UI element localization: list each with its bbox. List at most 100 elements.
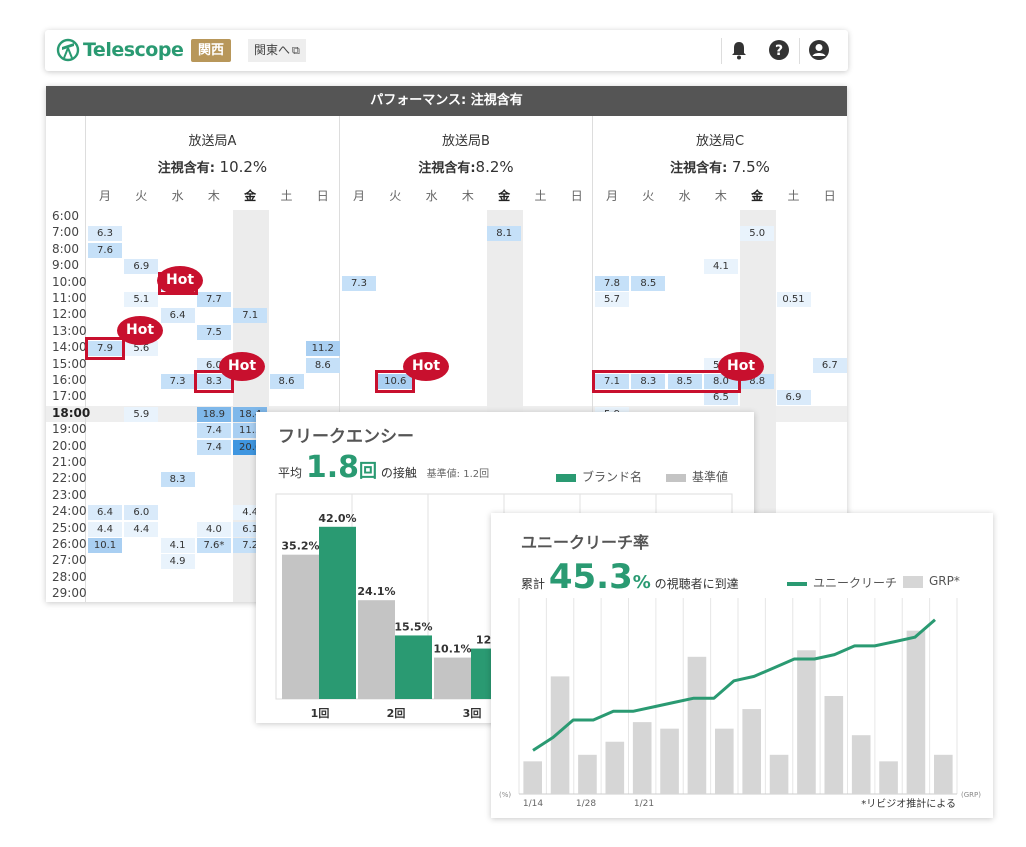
day-label: 火 (389, 189, 402, 203)
station-rate-value: 7.5% (731, 158, 770, 176)
heat-cell[interactable]: 8.5 (667, 374, 702, 389)
hour-label: 21:00 (52, 455, 87, 469)
heat-cell[interactable]: 8.1 (487, 226, 522, 242)
hour-label: 14:00 (52, 340, 87, 355)
grp-bar (605, 741, 625, 794)
heat-cell[interactable]: 8.3 (160, 472, 195, 488)
heat-cell[interactable]: 7.3 (160, 374, 195, 389)
heat-cell[interactable]: 8.6 (305, 357, 340, 373)
heat-cell[interactable]: 4.9 (160, 554, 195, 570)
day-label: 水 (425, 189, 438, 203)
bar-value-label: 10.1% (433, 643, 471, 656)
hour-label: 9:00 (52, 258, 79, 273)
heat-cell[interactable]: 4.0 (196, 521, 231, 537)
svg-text:?: ? (775, 43, 783, 59)
hour-label: 10:00 (52, 274, 87, 289)
station-rate: 注視含有:8.2% (340, 157, 592, 176)
category-label: 1回 (311, 706, 330, 720)
heat-cell[interactable]: 6.4 (88, 505, 122, 521)
frequency-legend-base: 基準値 (666, 468, 728, 485)
bar-brand (395, 635, 432, 699)
grp-bar (715, 728, 734, 794)
heat-cell[interactable]: 6.7 (812, 357, 847, 373)
grp-bar (934, 754, 953, 794)
heat-cell[interactable]: 7.7 (196, 292, 231, 307)
grp-bar (769, 754, 789, 794)
heat-cell[interactable]: 8.3 (631, 374, 666, 389)
legend-brand-label: ブランド名 (582, 470, 643, 484)
station-rate-value: 10.2% (219, 158, 268, 176)
heat-cell[interactable]: 4.4 (124, 521, 159, 537)
station-rate: 注視含有: 10.2% (86, 157, 339, 176)
bell-icon[interactable] (728, 39, 750, 61)
heat-cell[interactable]: 5.1 (124, 292, 159, 307)
heat-cell[interactable]: 5.9 (124, 406, 159, 422)
help-icon[interactable]: ? (768, 39, 790, 61)
heat-cell[interactable]: 7.8 (595, 275, 629, 291)
x-tick-label: 1/21 (634, 799, 654, 809)
hour-label: 24:00 (52, 504, 87, 519)
heat-cell[interactable]: 6.0 (124, 505, 159, 521)
heat-cell[interactable]: 7.1 (233, 308, 268, 324)
heat-cell[interactable]: 7.6 (88, 242, 122, 258)
station-rate-value: 8.2% (475, 158, 514, 176)
hour-label: 8:00 (52, 241, 79, 256)
heat-cell[interactable]: 7.4 (196, 423, 231, 439)
heat-cell[interactable]: 6.4 (160, 308, 195, 324)
heat-cell[interactable]: 6.3 (88, 226, 122, 242)
grp-bar (879, 761, 898, 794)
heat-cell[interactable]: 18.9 (196, 406, 231, 422)
bar-baseline (358, 600, 395, 699)
day-label: 日 (316, 189, 329, 203)
reach-total-prefix: 累計 (521, 577, 546, 591)
heat-cell[interactable]: 7.4 (196, 439, 231, 455)
hour-label: 13:00 (52, 323, 87, 338)
unique-reach-chart: 1/14 1/28 1/21 (%) (GRP) *リビジオ推計による (499, 598, 981, 810)
hot-badge: Hot (117, 316, 163, 345)
heat-cell[interactable]: 7.6* (196, 538, 231, 553)
switch-region-link[interactable]: 関東へ ⧉ (248, 39, 306, 62)
legend-swatch (556, 473, 576, 482)
station-rate-label: 注視含有: (670, 161, 732, 176)
heat-cell[interactable]: 4.1 (160, 538, 195, 553)
telescope-logo-icon (56, 38, 80, 62)
heat-cell[interactable]: 8.3 (196, 374, 231, 389)
heat-cell[interactable]: 10.1 (88, 538, 122, 553)
app-name[interactable]: Telescope (83, 39, 184, 61)
heat-cell[interactable]: 5.7 (595, 292, 629, 307)
hot-badge: Hot (219, 352, 265, 381)
switch-region-label: 関東へ (254, 43, 291, 57)
heat-cell[interactable]: 7.5 (196, 324, 231, 340)
reach-legend-line: ユニークリーチ (787, 574, 897, 591)
heat-cell[interactable]: 4.4 (88, 521, 122, 537)
account-icon[interactable] (808, 39, 830, 61)
external-link-icon: ⧉ (292, 44, 300, 57)
heat-cell[interactable]: 8.5 (631, 275, 666, 291)
station-rate-label: 注視含有: (418, 161, 476, 176)
heat-cell[interactable]: 11.2 (305, 341, 340, 357)
category-label: 2回 (387, 706, 406, 720)
heat-cell[interactable]: 7.1 (595, 374, 629, 389)
heat-cell[interactable]: 4.1 (703, 259, 738, 275)
heat-cell[interactable]: 10.6 (378, 374, 413, 389)
grid-title: パフォーマンス: 注視含有 (46, 86, 847, 116)
heat-cell[interactable]: 6.5 (703, 390, 738, 406)
heat-cell[interactable]: 7.9 (88, 341, 122, 357)
heat-cell[interactable]: 6.9 (124, 259, 159, 275)
station-column: 放送局B 注視含有:8.2% (339, 116, 592, 602)
grp-bar (851, 735, 871, 794)
hour-label: 23:00 (52, 487, 87, 502)
heat-cell[interactable]: 8.6 (269, 374, 304, 389)
station-name: 放送局B (442, 134, 490, 149)
station-rate-label: 注視含有: (157, 161, 220, 176)
heat-cell[interactable]: 7.3 (342, 275, 376, 291)
heat-cell[interactable]: 5.0 (740, 226, 775, 242)
hour-label: 20:00 (52, 438, 87, 453)
heat-cell[interactable]: 0.51 (776, 292, 811, 307)
station-name: 放送局A (188, 134, 237, 149)
heat-cell[interactable]: 5.6 (124, 341, 159, 357)
heat-cell[interactable]: 6.9 (776, 390, 811, 406)
hour-label: 25:00 (52, 520, 87, 535)
reach-total: 累計 45.3% の視聴者に到達 (521, 557, 739, 597)
day-label: 土 (280, 189, 293, 203)
